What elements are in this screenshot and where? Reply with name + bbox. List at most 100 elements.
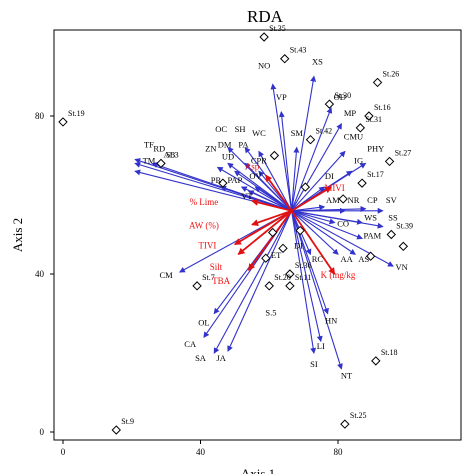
species-label: VT (241, 191, 253, 201)
species-label: RC (312, 254, 324, 264)
site-marker (264, 281, 274, 291)
species-label: NO (258, 61, 270, 71)
y-tick-label: 40 (35, 269, 45, 279)
species-arrow (247, 190, 292, 212)
species-arrow (291, 123, 342, 212)
species-label: AM (326, 195, 340, 205)
species-label: SH (235, 124, 246, 134)
site-marker (259, 32, 269, 42)
species-label: WC (252, 128, 266, 138)
species-label: AB (164, 149, 176, 159)
site-label: St.27 (395, 148, 412, 157)
species-label: IG (354, 155, 363, 165)
species-label: CA (184, 339, 197, 349)
site-marker (218, 178, 228, 188)
site-marker (278, 243, 288, 254)
species-arrow (291, 75, 317, 211)
env-arrow (247, 210, 293, 271)
site-label: St.18 (381, 348, 398, 357)
site-label: St.42 (316, 127, 333, 136)
species-arrow (291, 150, 346, 212)
species-label: WS (364, 213, 377, 223)
site-marker (365, 251, 376, 261)
species-label: TF (144, 140, 154, 150)
site-markers (58, 32, 409, 435)
site-label: St.3 (166, 150, 179, 159)
site-marker (357, 178, 367, 188)
species-arrow (291, 210, 323, 343)
env-arrow (265, 174, 293, 212)
species-label: OL (198, 317, 209, 327)
site-label: St.39 (396, 222, 413, 231)
species-label: AA (340, 254, 353, 264)
site-label: St.19 (68, 109, 85, 118)
species-label: CMU (344, 132, 363, 142)
species-arrow (291, 146, 300, 211)
site-marker (384, 156, 395, 167)
species-arrow (270, 83, 293, 211)
species-arrow (291, 210, 394, 267)
site-label: St.30 (334, 91, 351, 100)
site-marker (338, 194, 348, 204)
species-arrow (291, 210, 329, 315)
site-marker (156, 158, 166, 169)
site-marker (285, 269, 295, 279)
site-marker (261, 253, 271, 263)
species-arrow (254, 186, 292, 212)
species-arrow (291, 210, 343, 370)
env-label: MIVI (324, 183, 345, 193)
env-arrow (251, 209, 292, 226)
site-marker (192, 281, 202, 291)
species-label: JA (216, 353, 226, 363)
species-arrow (291, 210, 384, 229)
species-arrows (134, 75, 394, 370)
species-arrow (278, 111, 293, 211)
species-label: DM (218, 140, 232, 150)
species-label: CM (160, 270, 174, 280)
species-label: SV (386, 195, 398, 205)
species-label: SI (310, 359, 318, 369)
env-label: Silt (210, 262, 223, 272)
species-label: LI (317, 341, 325, 351)
site-label: St.31 (365, 115, 382, 124)
species-arrow (134, 161, 292, 212)
site-label: St.16 (374, 103, 391, 112)
site-marker (372, 77, 383, 88)
species-label: HN (325, 315, 337, 325)
site-marker (324, 99, 335, 109)
species-label: ET (271, 250, 282, 260)
site-marker (364, 111, 374, 121)
env-arrow (290, 210, 336, 275)
site-label: St.20 (274, 273, 291, 282)
site-label: St.7 (202, 273, 215, 282)
site-label: St.43 (290, 46, 307, 55)
species-arrow (216, 166, 292, 212)
site-marker (340, 419, 350, 429)
species-label: CO (337, 219, 349, 229)
env-arrow (251, 198, 292, 212)
species-label: RD (153, 144, 165, 154)
species-label: SS (388, 213, 398, 223)
site-marker (280, 54, 290, 64)
species-label: ZN (205, 144, 216, 154)
site-marker (398, 241, 409, 252)
site-marker (269, 150, 280, 161)
site-label: St.9 (121, 417, 134, 426)
species-arrow (291, 210, 363, 240)
species-label: NR (348, 195, 360, 205)
env-label: % Lime (190, 197, 219, 207)
plot-frame (53, 29, 462, 441)
env-label: K (mg/kg (321, 270, 356, 280)
species-label: CPR (251, 155, 267, 165)
species-arrow (220, 185, 292, 212)
site-label: St.36 (295, 261, 312, 270)
species-label: OC (215, 124, 227, 134)
site-marker (295, 225, 305, 236)
site-marker (305, 134, 316, 145)
species-label: PR (211, 175, 222, 185)
site-label: St.35 (269, 24, 286, 33)
species-label: NT (341, 371, 353, 381)
species-label: SA (195, 353, 207, 363)
y-axis-label: Axis 2 (10, 218, 25, 252)
site-marker (355, 123, 366, 133)
